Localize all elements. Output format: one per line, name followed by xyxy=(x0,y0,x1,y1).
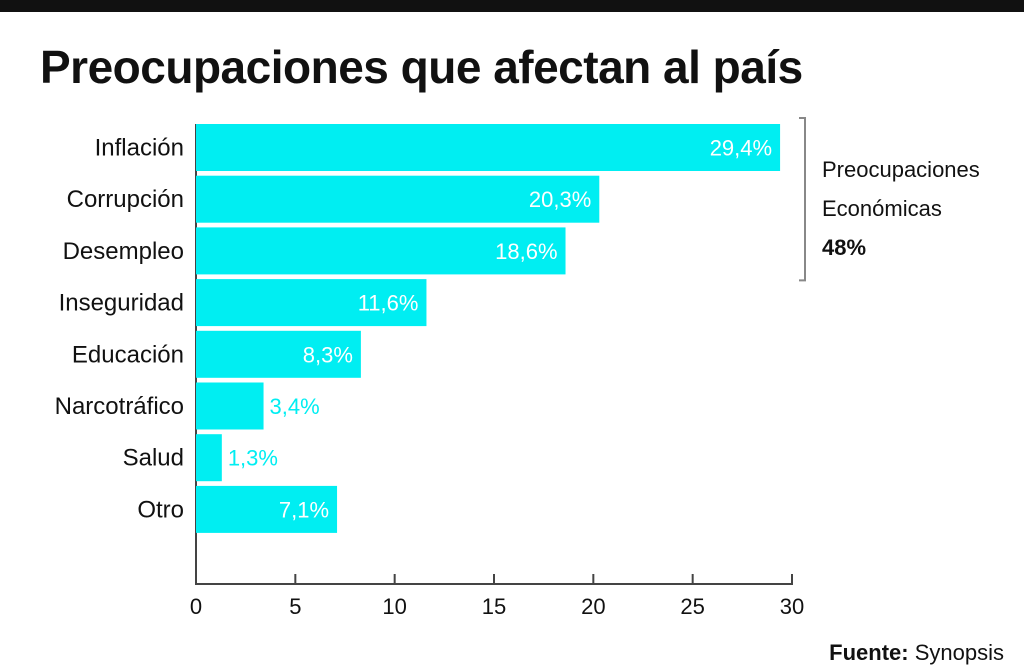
bar-0 xyxy=(196,124,781,171)
value-label: 20,3% xyxy=(529,187,591,212)
x-tick-label: 20 xyxy=(581,594,605,619)
category-label: Narcotráfico xyxy=(55,393,184,420)
economic-concerns-value: 48% xyxy=(822,235,867,260)
bar-7 xyxy=(196,485,338,533)
value-label: 7,1% xyxy=(279,497,329,522)
value-label: 18,6% xyxy=(495,239,557,264)
bar-2 xyxy=(196,227,566,275)
value-label: 29,4% xyxy=(710,136,772,161)
x-tick-label: 30 xyxy=(780,594,804,619)
bar-6 xyxy=(196,434,222,482)
source-label: Fuente: xyxy=(829,640,909,665)
category-label: Corrupción xyxy=(67,186,184,213)
economic-concerns-line1: Preocupaciones xyxy=(822,157,980,182)
bar-4 xyxy=(196,330,361,378)
chart-title: Preocupaciones que afectan al país xyxy=(40,41,803,93)
category-label: Desempleo xyxy=(63,238,184,265)
source-name: Synopsis xyxy=(914,640,1004,665)
x-tick-label: 25 xyxy=(680,594,704,619)
top-bar xyxy=(0,0,1024,12)
value-label: 3,4% xyxy=(270,394,320,419)
category-label: Salud xyxy=(123,445,184,472)
x-tick-label: 10 xyxy=(382,594,406,619)
bar-3 xyxy=(196,279,427,327)
x-tick-label: 0 xyxy=(190,594,202,619)
category-label: Otro xyxy=(137,496,184,523)
value-label: 1,3% xyxy=(228,446,278,471)
source-credit: Fuente: Synopsis xyxy=(829,640,1004,666)
bar-1 xyxy=(196,175,600,223)
category-label: Inseguridad xyxy=(59,290,184,317)
category-label: Educación xyxy=(72,341,184,368)
category-label: Inflación xyxy=(95,135,184,162)
bar-5 xyxy=(196,382,264,430)
economic-bracket xyxy=(799,117,806,282)
x-tick-label: 15 xyxy=(482,594,506,619)
value-label: 11,6% xyxy=(358,291,419,316)
value-label: 8,3% xyxy=(303,342,353,367)
x-tick-label: 5 xyxy=(289,594,301,619)
economic-concerns-note: Preocupaciones Económicas 48% xyxy=(822,150,980,267)
economic-concerns-line2: Económicas xyxy=(822,196,942,221)
